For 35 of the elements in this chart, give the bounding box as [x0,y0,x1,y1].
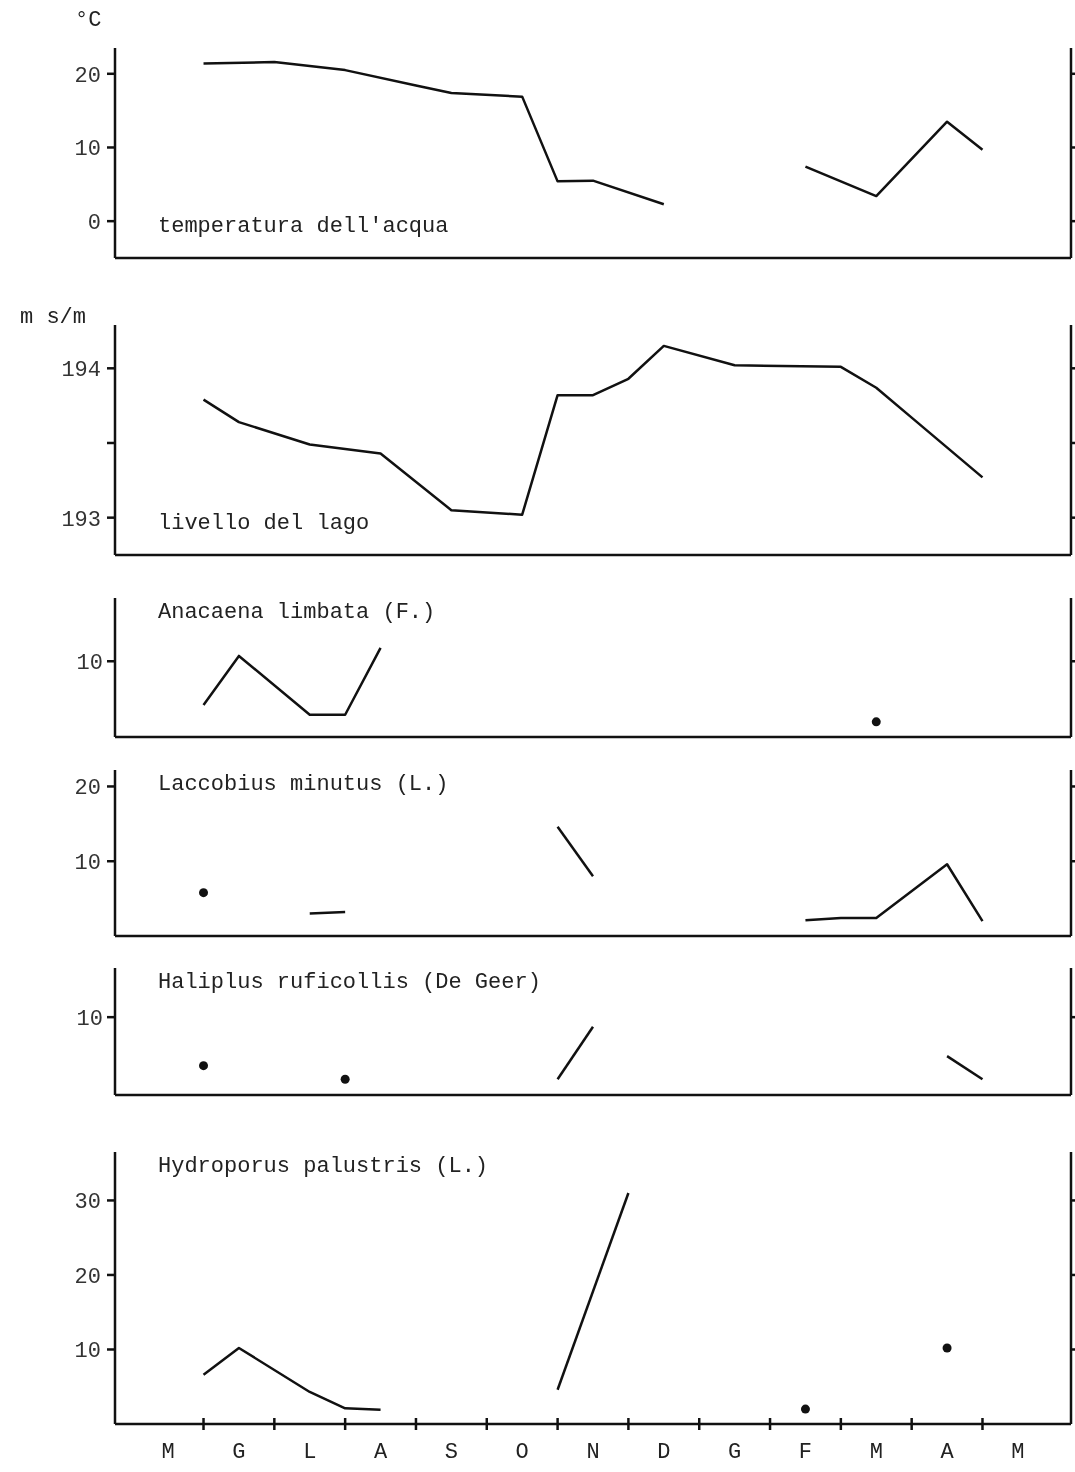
y-tick-label: 0 [87,211,101,237]
chart-title: Haliplus ruficollis (De Geer) [158,970,541,995]
x-tick-label: S [444,1440,458,1465]
line-series [202,1346,382,1412]
x-tick-label: M [869,1440,883,1465]
x-tick-label: O [515,1440,529,1465]
x-tick-label: G [728,1440,742,1465]
line-series [804,862,984,923]
x-tick-label: A [373,1440,388,1465]
y-tick-label: 193 [61,507,101,533]
text: livello del lago [158,511,370,536]
x-tick-label: M [1011,1440,1025,1465]
x-tick-label: L [303,1440,317,1465]
y-tick-label: 20 [74,776,101,802]
y-axis-title: m s/m [20,305,87,330]
y-tick-label: 30 [74,1190,101,1216]
x-tick-label: G [232,1440,246,1465]
y-tick-label: 10 [74,1339,101,1365]
chart-title: Laccobius minutus (L.) [158,772,449,797]
x-tick-label: A [940,1440,955,1465]
y-tick-label: 194 [61,358,101,384]
x-tick-label: D [657,1440,671,1465]
y-axis-title: °C [75,8,102,33]
chart-title: Hydroporus palustris (L.) [158,1154,489,1179]
y-tick-label: 20 [74,1264,101,1290]
line-series [202,60,666,206]
line-series [804,120,984,198]
x-tick-label: M [161,1440,175,1465]
y-tick-label: 20 [74,63,101,89]
y-tick-label: 10 [74,851,101,877]
text: temperatura dell'acqua [158,214,449,239]
x-tick-label: N [586,1440,600,1465]
x-tick-label: F [798,1440,813,1465]
y-tick-label: 10 [74,137,101,163]
chart-title: Anacaena limbata (F.) [158,600,436,625]
